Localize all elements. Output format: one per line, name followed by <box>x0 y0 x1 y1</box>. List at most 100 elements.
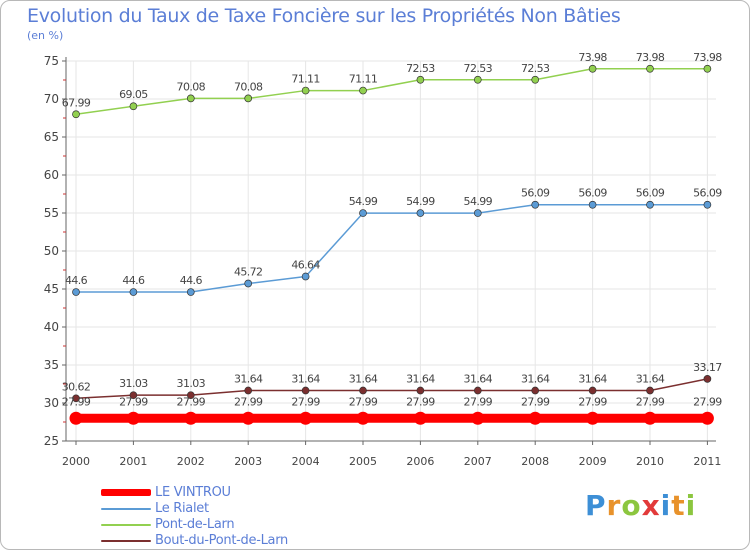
data-point <box>186 391 195 400</box>
data-label: 73.98 <box>693 51 722 64</box>
data-label: 31.64 <box>234 373 263 386</box>
data-label: 54.99 <box>406 195 435 208</box>
data-label: 46.64 <box>291 259 320 272</box>
y-tick-label: 25 <box>44 434 59 448</box>
data-point <box>528 411 542 425</box>
data-point <box>416 75 425 84</box>
data-label: 33.17 <box>693 361 722 374</box>
data-label: 69.05 <box>119 88 148 101</box>
data-label: 73.98 <box>636 51 665 64</box>
legend-label: Le Rialet <box>155 501 209 516</box>
data-label: 67.99 <box>62 96 91 109</box>
x-tick-label: 2001 <box>119 455 147 468</box>
data-point <box>359 209 367 217</box>
data-label: 72.53 <box>521 62 550 75</box>
x-tick-label: 2005 <box>349 455 377 468</box>
data-point <box>416 209 425 217</box>
data-point <box>186 288 195 296</box>
data-point <box>69 411 83 425</box>
data-point <box>646 386 654 395</box>
data-label: 31.64 <box>464 373 493 386</box>
data-label: 31.64 <box>636 373 665 386</box>
data-point <box>301 86 310 95</box>
series-bout-du-pont-de-larn <box>72 375 712 403</box>
data-label: 27.99 <box>234 395 263 408</box>
data-point <box>299 411 313 425</box>
data-point <box>359 86 367 95</box>
data-point <box>643 411 657 425</box>
x-tick-label: 2000 <box>62 455 90 468</box>
y-tick-label: 70 <box>44 92 59 106</box>
data-point <box>471 411 485 425</box>
logo-letter: r <box>606 489 622 522</box>
data-label: 71.11 <box>349 73 378 86</box>
data-label: 27.99 <box>578 395 607 408</box>
x-tick-label: 2002 <box>177 455 205 468</box>
data-label: 27.99 <box>349 395 378 408</box>
data-point <box>359 386 367 395</box>
data-label: 72.53 <box>464 62 493 75</box>
y-tick-label: 50 <box>44 244 59 258</box>
x-tick-label: 2010 <box>636 455 664 468</box>
data-label: 27.99 <box>177 395 206 408</box>
data-label: 72.53 <box>406 62 435 75</box>
y-tick-label: 55 <box>44 206 59 220</box>
data-point <box>588 64 597 73</box>
data-point <box>588 200 597 209</box>
x-tick-label: 2004 <box>292 455 320 468</box>
data-point <box>413 411 427 425</box>
data-point <box>244 94 253 103</box>
data-label: 31.64 <box>521 373 550 386</box>
data-label: 70.08 <box>234 80 263 93</box>
y-tick-label: 40 <box>44 320 59 334</box>
data-label: 30.62 <box>62 380 91 393</box>
series-le-rialet <box>72 200 712 296</box>
series-line <box>75 68 709 116</box>
data-point <box>588 386 597 395</box>
data-label: 54.99 <box>464 195 493 208</box>
chart-unit-label: (en %) <box>27 29 64 42</box>
x-tick-label: 2006 <box>406 455 434 468</box>
data-point <box>531 200 540 209</box>
y-tick-label: 75 <box>44 54 59 68</box>
x-tick-label: 2011 <box>693 455 721 468</box>
data-label: 71.11 <box>291 73 320 86</box>
data-point <box>531 75 540 84</box>
logo-letter: x <box>641 489 661 522</box>
data-point <box>646 200 654 209</box>
series-le-vintrou <box>69 411 714 425</box>
data-label: 31.03 <box>119 377 148 390</box>
logo-letter: o <box>621 489 642 522</box>
legend-label: Bout-du-Pont-de-Larn <box>155 533 288 548</box>
data-label: 56.09 <box>693 187 722 200</box>
data-point <box>72 394 80 403</box>
series-line <box>75 203 709 293</box>
x-tick-label: 2007 <box>464 455 492 468</box>
data-label: 73.98 <box>578 51 607 64</box>
y-tick-label: 30 <box>44 396 59 410</box>
logo-letter: P <box>585 489 607 522</box>
legend-swatch <box>101 540 151 542</box>
x-tick-label: 2003 <box>234 455 262 468</box>
data-point <box>416 386 425 395</box>
data-point <box>586 411 600 425</box>
chart-title: Evolution du Taux de Taxe Foncière sur l… <box>27 5 621 27</box>
data-label: 44.6 <box>180 274 203 287</box>
data-label: 27.99 <box>119 395 148 408</box>
data-point <box>301 272 310 281</box>
legend-swatch <box>101 489 151 496</box>
data-point <box>700 411 714 425</box>
x-tick-label: 2009 <box>579 455 607 468</box>
data-label: 31.64 <box>578 373 607 386</box>
x-tick-label: 2008 <box>521 455 549 468</box>
y-tick-label: 60 <box>44 168 59 182</box>
logo-letter: t <box>671 489 686 522</box>
logo-letter: i <box>685 489 697 522</box>
legend-label: Pont-de-Larn <box>155 517 235 532</box>
data-label: 31.64 <box>406 373 435 386</box>
data-point <box>72 110 80 119</box>
data-label: 56.09 <box>521 187 550 200</box>
data-label: 31.64 <box>291 373 320 386</box>
data-point <box>473 209 482 217</box>
